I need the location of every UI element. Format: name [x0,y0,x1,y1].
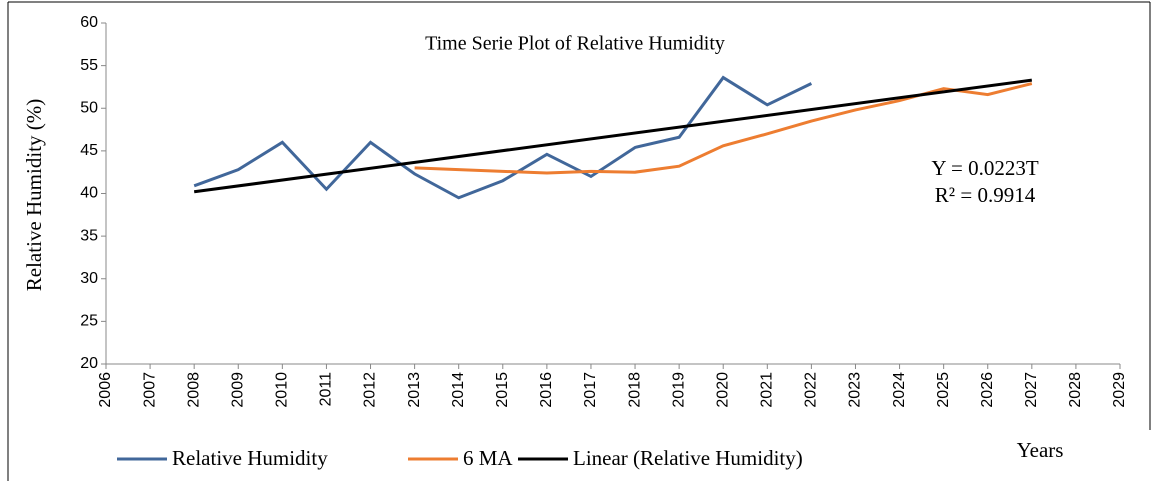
series-line [193,78,1033,194]
x-tick-label: 2010 [274,372,291,408]
x-tick-label: 2018 [626,372,643,408]
x-tick-label: 2012 [362,372,379,408]
x-tick-label: 2024 [891,372,908,408]
x-tick-label: 2011 [318,372,335,407]
x-tick-label: 2008 [185,372,202,408]
x-tick-label: 2013 [406,372,423,408]
y-tick-label: 30 [80,270,98,287]
y-tick-label: 45 [80,142,98,159]
series-line [193,75,813,200]
x-tick-label: 2016 [538,372,555,408]
x-tick-label: 2027 [1023,372,1040,408]
x-tick-label: 2007 [141,372,158,408]
chart-title: Time Serie Plot of Relative Humidity [425,33,725,55]
x-tick-label: 2020 [714,372,731,408]
y-tick-label: 50 [80,99,98,116]
x-tick-label: 2028 [1067,372,1084,408]
y-axis-label: Relative Humidity (%) [22,99,46,291]
x-tick-label: 2015 [494,372,511,408]
legend-label: 6 MA [463,446,513,470]
annotation: R² = 0.9914 [935,183,1036,207]
x-tick-label: 2029 [1111,372,1128,408]
y-tick-label: 60 [80,14,98,31]
x-tick-label: 2019 [670,372,687,408]
x-axis-label: Years [1017,438,1064,462]
x-tick-label: 2022 [803,372,820,408]
x-tick-label: 2025 [935,372,952,408]
y-tick-label: 55 [80,57,98,74]
x-tick-label: 2023 [847,372,864,408]
y-tick-label: 40 [80,185,98,202]
y-tick-label: 35 [80,227,98,244]
x-tick-label: 2014 [450,372,467,408]
x-tick-label: 2026 [979,372,996,408]
legend-label: Linear (Relative Humidity) [573,446,803,470]
x-tick-label: 2006 [97,372,114,408]
y-tick-label: 25 [80,313,98,330]
x-tick-label: 2009 [229,372,246,408]
y-tick-label: 20 [80,355,98,372]
annotation: Y = 0.0223T [931,156,1038,180]
x-tick-label: 2017 [582,372,599,408]
x-tick-label: 2021 [759,372,776,408]
legend-label: Relative Humidity [172,446,328,470]
